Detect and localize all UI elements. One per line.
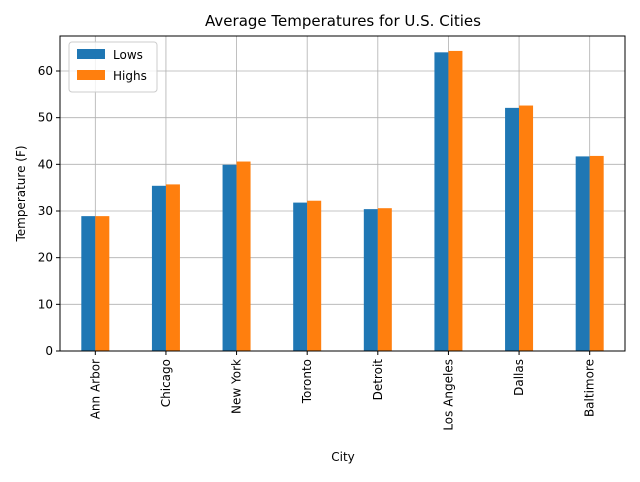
- bar-highs: [95, 216, 110, 351]
- bar-lows: [222, 164, 237, 351]
- legend-swatch: [77, 70, 105, 80]
- bar-highs: [448, 50, 463, 351]
- x-tick-label: Chicago: [159, 359, 173, 407]
- x-tick-label: Detroit: [371, 359, 385, 401]
- bar-lows: [151, 185, 166, 351]
- y-axis-label: Temperature (F): [14, 145, 28, 242]
- x-tick-label: Dallas: [512, 359, 526, 396]
- y-tick-label: 50: [38, 111, 53, 125]
- bar-highs: [589, 155, 604, 351]
- x-axis-label: City: [331, 450, 355, 464]
- bar-highs: [236, 161, 251, 351]
- bar-lows: [293, 202, 308, 351]
- x-tick-label: Los Angeles: [441, 359, 455, 431]
- y-tick-label: 30: [38, 204, 53, 218]
- chart-title: Average Temperatures for U.S. Cities: [205, 12, 481, 30]
- y-tick-label: 0: [45, 344, 53, 358]
- y-tick-label: 60: [38, 64, 53, 78]
- plot-frame: [59, 35, 626, 352]
- y-tick-label: 10: [38, 297, 53, 311]
- x-tick-label: Baltimore: [583, 359, 597, 417]
- bar-highs: [377, 208, 392, 351]
- legend: Lows Highs: [68, 41, 158, 93]
- bar-lows: [575, 156, 590, 351]
- x-axis-ticks: Ann Arbor Chicago New York Toronto Detroit Lo…: [88, 351, 597, 431]
- bar-highs: [307, 200, 322, 351]
- y-tick-label: 20: [38, 251, 53, 265]
- bar-lows: [505, 107, 520, 351]
- y-tick-label: 40: [38, 157, 53, 171]
- bar-lows: [434, 52, 449, 351]
- legend-label: Lows: [113, 48, 143, 62]
- legend-label: Highs: [113, 69, 147, 83]
- y-axis-ticks: 0 10 20 30 40 50 60: [38, 64, 60, 358]
- x-tick-label: New York: [230, 359, 244, 414]
- bar-highs: [165, 184, 180, 351]
- legend-swatch: [77, 49, 105, 59]
- x-tick-label: Toronto: [300, 359, 314, 404]
- x-tick-label: Ann Arbor: [88, 359, 102, 419]
- bar-highs: [519, 105, 534, 352]
- bar-lows: [81, 216, 96, 351]
- bar-lows: [363, 209, 378, 351]
- bars: [81, 50, 604, 352]
